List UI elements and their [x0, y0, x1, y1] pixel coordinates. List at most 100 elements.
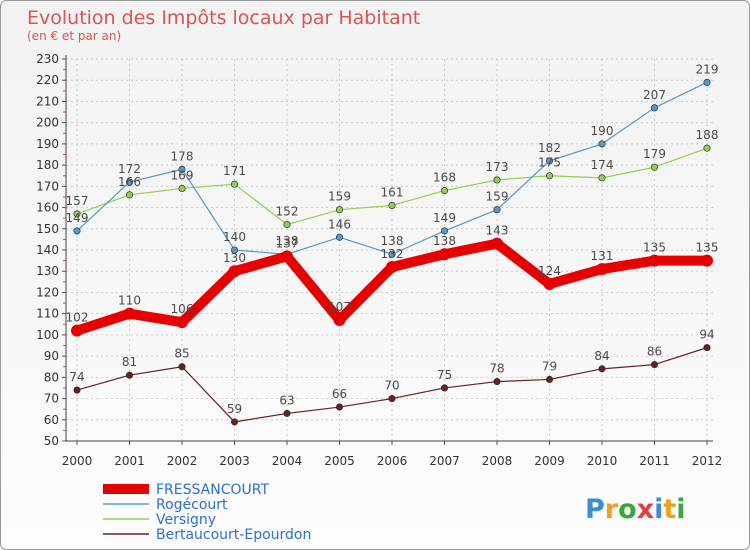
data-point: [283, 220, 291, 229]
data-label: 159: [328, 190, 351, 204]
x-tick-label: 2000: [62, 454, 93, 468]
legend-entry: Rogécourt: [156, 497, 228, 513]
x-tick-label: 2012: [692, 454, 723, 468]
series-fressancourt: [71, 237, 713, 337]
data-label: 149: [433, 211, 456, 225]
data-point: [491, 237, 503, 250]
data-label: 110: [118, 294, 141, 308]
data-point: [335, 403, 344, 411]
data-labels: 74 81 85 59 63 66 70 75 78 79 84 86 94 157 166 169 171 15…: [66, 62, 719, 416]
data-label: 107: [328, 300, 351, 314]
y-tick-label: 170: [36, 179, 59, 193]
data-label: 171: [223, 164, 246, 178]
data-label: 75: [437, 368, 452, 382]
data-label: 207: [643, 88, 666, 102]
data-label: 59: [227, 402, 242, 416]
data-point: [178, 184, 186, 193]
data-label: 131: [591, 249, 614, 263]
data-label: 219: [696, 62, 719, 76]
y-tick-label: 90: [44, 349, 59, 363]
data-label: 172: [118, 162, 141, 176]
data-point: [650, 361, 659, 369]
chart-subtitle: (en € et par an): [27, 29, 121, 43]
data-label: 135: [696, 241, 719, 255]
legend-entry: FRESSANCOURT: [156, 482, 269, 498]
data-label: 140: [223, 230, 246, 244]
data-point: [598, 174, 606, 182]
data-point: [230, 180, 239, 188]
x-axis-ticks: 2000 2001 2002 2003 2004 2005 2006 2007 2008 2009…: [62, 454, 723, 468]
series-versigny: [73, 144, 711, 229]
data-point: [333, 314, 346, 327]
logo-letter: x: [637, 494, 654, 525]
data-label: 84: [594, 349, 609, 363]
logo-letter: o: [618, 494, 637, 525]
data-label: 78: [489, 362, 504, 376]
y-tick-label: 60: [44, 413, 59, 427]
axes: [62, 55, 713, 445]
data-point: [598, 140, 606, 148]
data-label: 188: [696, 128, 719, 142]
x-tick-label: 2008: [482, 454, 513, 468]
series-rog-court: [73, 78, 711, 258]
data-label: 130: [223, 251, 246, 265]
data-point: [388, 250, 396, 258]
data-point: [71, 324, 83, 337]
x-tick-label: 2006: [377, 454, 408, 468]
y-tick-label: 200: [36, 116, 59, 130]
data-label: 161: [381, 185, 404, 199]
data-point: [125, 191, 134, 199]
data-point: [228, 265, 241, 278]
data-label: 190: [591, 124, 614, 138]
data-label: 182: [538, 141, 561, 155]
y-tick-label: 140: [36, 243, 59, 257]
data-point: [283, 409, 291, 417]
data-point: [703, 144, 711, 152]
data-label: 159: [486, 190, 509, 204]
y-tick-label: 80: [44, 370, 59, 384]
data-label: 138: [433, 234, 456, 248]
data-label: 70: [384, 379, 399, 393]
data-point: [73, 386, 81, 394]
logo-letter: i: [676, 494, 685, 525]
data-point: [703, 344, 711, 352]
data-label: 157: [66, 194, 89, 208]
y-tick-label: 70: [44, 392, 59, 406]
data-point: [440, 227, 449, 235]
logo-letter: i: [654, 494, 663, 525]
data-point: [386, 260, 398, 273]
data-label: 178: [171, 149, 194, 163]
data-label: 74: [69, 370, 84, 384]
data-label: 86: [647, 345, 662, 359]
x-tick-label: 2009: [534, 454, 565, 468]
x-tick-label: 2010: [587, 454, 618, 468]
data-point: [123, 307, 136, 320]
legend-entry: Bertaucourt-Epourdon: [156, 527, 311, 543]
data-label: 169: [171, 168, 194, 182]
data-label: 63: [279, 393, 294, 407]
data-label: 166: [118, 175, 141, 189]
data-point: [335, 206, 344, 214]
proxiti-logo: Proxiti: [585, 494, 686, 525]
data-label: 173: [486, 160, 509, 174]
legend-entry: Versigny: [156, 512, 216, 528]
data-point: [545, 172, 554, 180]
data-label: 138: [381, 234, 404, 248]
y-tick-label: 110: [36, 307, 59, 321]
data-label: 138: [276, 234, 299, 248]
y-tick-label: 230: [36, 52, 59, 66]
logo-letter: r: [605, 494, 619, 525]
data-point: [178, 165, 186, 173]
data-point: [493, 176, 501, 184]
data-point: [543, 277, 556, 290]
data-point: [438, 248, 451, 261]
data-label: 124: [538, 264, 561, 278]
data-label: 137: [276, 236, 299, 250]
data-point: [176, 316, 188, 329]
y-tick-label: 210: [36, 94, 59, 108]
data-point: [388, 201, 396, 209]
data-point: [545, 157, 554, 165]
y-tick-label: 190: [36, 137, 59, 151]
